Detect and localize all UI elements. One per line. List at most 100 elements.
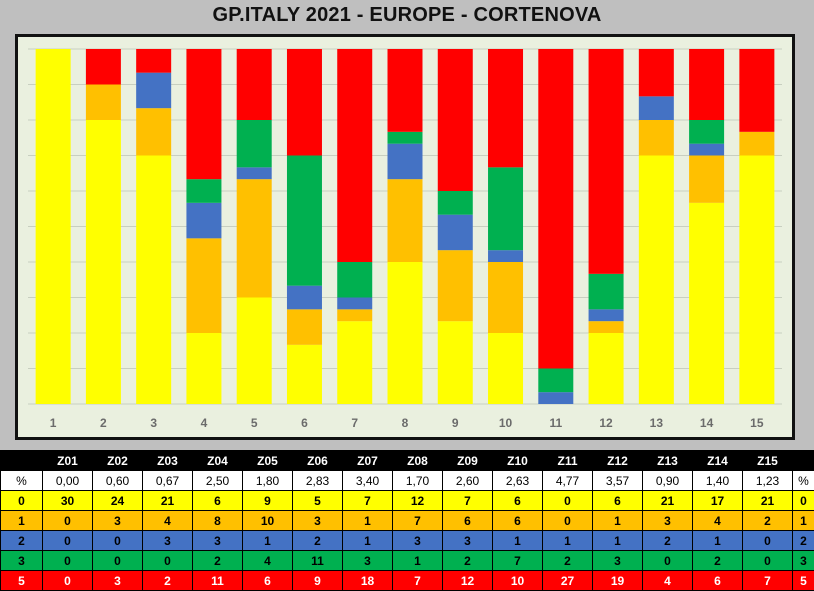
bar-segment-5-3 (136, 49, 172, 73)
score-row-3: 3 0 0 0 2 4 11 3 1 2 7 2 3 0 2 0 3 (0, 550, 814, 571)
score-cell: 4 (242, 550, 293, 571)
bar-segment-1-14 (689, 155, 725, 203)
score-cell: 7 (492, 550, 543, 571)
zone-header-cell: Z06 (292, 450, 343, 471)
zone-header-cell: Z10 (492, 450, 543, 471)
bar-segment-2-11 (538, 392, 574, 404)
zone-data-table: Z01 Z02 Z03 Z04 Z05 Z06 Z07 Z08 Z09 Z10 Z11 Z12 Z13 Z… (0, 450, 814, 591)
bar-segment-2-5 (236, 167, 272, 180)
bar-segment-5-11 (538, 49, 574, 369)
bar-segment-1-12 (588, 321, 624, 333)
x-tick-label: 11 (549, 416, 562, 430)
zone-header-cell: Z05 (242, 450, 293, 471)
bar-segment-3-4 (186, 179, 222, 203)
bar-segment-2-7 (337, 297, 373, 310)
x-tick-label: 7 (351, 416, 358, 430)
bar-segment-5-13 (638, 49, 674, 97)
bar-segment-0-3 (136, 155, 172, 404)
bar-segment-0-1 (35, 49, 71, 404)
chart-title: GP.ITALY 2021 - EUROPE - CORTENOVA (212, 4, 602, 26)
bar-segment-3-5 (236, 120, 272, 168)
score-row-label: 2 (0, 530, 43, 551)
score-cell: 0 (742, 530, 793, 551)
score-cell: 7 (742, 570, 793, 591)
x-tick-label: 12 (599, 416, 613, 430)
score-cell: 18 (342, 570, 393, 591)
score-row-label: 0 (0, 490, 43, 511)
score-cell: 24 (92, 490, 143, 511)
bar-segment-3-10 (488, 167, 524, 251)
score-cell: 0 (92, 530, 143, 551)
score-cell: 3 (92, 570, 143, 591)
bar-segment-0-13 (638, 155, 674, 404)
zone-header-cell: Z15 (742, 450, 793, 471)
bar-segment-0-6 (286, 344, 322, 404)
percentage-cell: 2,50 (192, 470, 243, 491)
score-cell: 2 (742, 510, 793, 531)
zone-header-cell: Z11 (542, 450, 593, 471)
score-cell: 1 (592, 510, 643, 531)
score-cell: 1 (342, 530, 393, 551)
percentage-cell: 1,23 (742, 470, 793, 491)
percentage-row-label: % (0, 470, 43, 491)
score-cell: 11 (192, 570, 243, 591)
zone-header-cell: Z03 (142, 450, 193, 471)
zone-header-cell: Z04 (192, 450, 243, 471)
bar-segment-1-8 (387, 179, 423, 262)
score-cell: 0 (142, 550, 193, 571)
bar-segment-3-12 (588, 273, 624, 310)
score-cell: 3 (292, 510, 343, 531)
percentage-cell: 4,77 (542, 470, 593, 491)
bar-segment-1-6 (286, 309, 322, 345)
score-cell: 6 (492, 510, 543, 531)
bar-segment-3-6 (286, 155, 322, 286)
score-cell: 19 (592, 570, 643, 591)
header-end-cell (792, 450, 814, 471)
header-corner-cell (0, 450, 43, 471)
bar-segment-2-14 (689, 143, 725, 156)
bar-segment-1-5 (236, 179, 272, 298)
score-cell: 3 (592, 550, 643, 571)
percentage-cell: 0,90 (642, 470, 693, 491)
bar-segment-1-15 (739, 131, 775, 156)
x-tick-label: 6 (301, 416, 308, 430)
zone-header-cell: Z08 (392, 450, 443, 471)
score-cell: 11 (292, 550, 343, 571)
score-cell: 8 (192, 510, 243, 531)
score-cell: 30 (42, 490, 93, 511)
score-cell: 0 (42, 550, 93, 571)
percentage-cell: 0,60 (92, 470, 143, 491)
zone-header-cell: Z13 (642, 450, 693, 471)
bar-segment-3-9 (437, 191, 473, 215)
score-cell: 6 (242, 570, 293, 591)
zone-header-cell: Z12 (592, 450, 643, 471)
percentage-cell: 3,40 (342, 470, 393, 491)
score-row-label: 3 (0, 550, 43, 571)
score-cell: 3 (92, 510, 143, 531)
score-cell: 3 (642, 510, 693, 531)
score-cell: 10 (492, 570, 543, 591)
score-cell: 21 (142, 490, 193, 511)
stacked-bar-chart: 1 2 3 4 5 6 7 8 9 10 11 12 13 14 15 (28, 48, 782, 430)
x-tick-label: 3 (150, 416, 157, 430)
score-cell: 27 (542, 570, 593, 591)
bar-segment-0-9 (437, 321, 473, 404)
score-row-label: 5 (0, 570, 43, 591)
score-cell: 7 (392, 510, 443, 531)
score-cell: 7 (342, 490, 393, 511)
bar-segment-1-2 (85, 84, 121, 120)
bar-segment-5-7 (337, 49, 373, 262)
bar-segment-1-10 (488, 262, 524, 333)
bar-segment-0-15 (739, 155, 775, 404)
x-tick-label: 9 (452, 416, 459, 430)
score-cell: 0 (42, 530, 93, 551)
score-cell: 6 (442, 510, 493, 531)
bar-segment-2-13 (638, 96, 674, 120)
bar-segment-2-4 (186, 202, 222, 239)
score-cell: 2 (542, 550, 593, 571)
bar-segment-2-12 (588, 309, 624, 322)
percentage-row: % 0,00 0,60 0,67 2,50 1,80 2,83 3,40 1,70 2,60 2,6… (0, 470, 814, 491)
score-row-end-label: 3 (792, 550, 814, 571)
percentage-cell: 1,80 (242, 470, 293, 491)
percentage-cell: 3,57 (592, 470, 643, 491)
